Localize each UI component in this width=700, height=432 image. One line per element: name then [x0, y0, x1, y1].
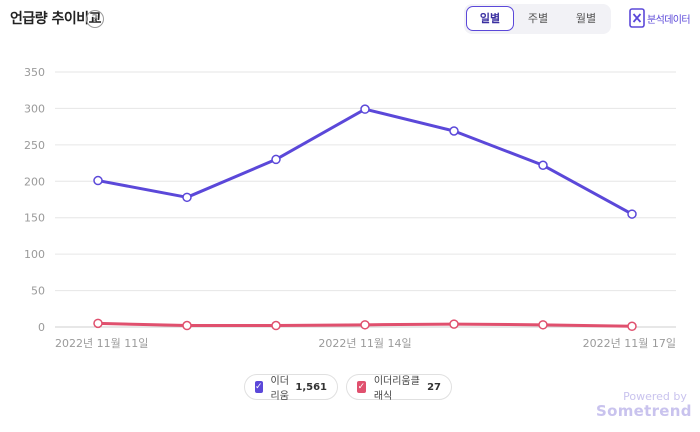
data-point: [627, 321, 637, 332]
data-point: [271, 320, 281, 331]
y-tick-label: 50: [31, 285, 45, 298]
y-tick-label: 0: [38, 321, 45, 334]
help-icon[interactable]: ?: [86, 10, 104, 28]
data-point: [449, 319, 459, 329]
export-data-label: 분석데이터: [647, 14, 691, 26]
y-tick-label: 300: [24, 102, 45, 115]
x-tick-label: 2022년 11월 11일: [55, 336, 148, 350]
export-data-button[interactable]: 분석데이터: [629, 8, 691, 28]
data-point: [182, 192, 192, 203]
data-point: [449, 126, 459, 136]
data-point: [627, 209, 637, 219]
excel-icon: [629, 8, 645, 28]
tab-monthly[interactable]: 월별: [575, 12, 597, 25]
y-tick-label: 150: [24, 212, 45, 225]
tab-weekly[interactable]: 주별: [527, 12, 549, 25]
legend-count: 1,561: [295, 381, 327, 393]
y-tick-label: 350: [24, 66, 45, 79]
powered-by-text: Powered by: [623, 390, 687, 403]
data-point: [538, 160, 548, 171]
checkbox-icon: ✓: [357, 381, 366, 393]
legend-item-ethereum-classic[interactable]: ✓ 이더리움클래식 27: [346, 374, 452, 402]
y-tick-label: 200: [24, 175, 45, 188]
brand-logo: Sometrend: [596, 402, 692, 420]
tab-daily[interactable]: 일별: [466, 6, 514, 31]
data-point: [93, 175, 103, 186]
data-point: [93, 318, 103, 329]
data-point: [360, 104, 370, 114]
data-point: [538, 320, 548, 330]
legend-item-ethereum[interactable]: ✓ 이더리움 1,561: [244, 374, 338, 402]
period-tabs: 일별 주별 월별: [464, 4, 611, 34]
checkbox-icon: ✓: [255, 381, 263, 393]
series-line: [97, 107, 633, 216]
chart-title: 언급량 추이비교: [10, 11, 102, 27]
legend-count: 27: [427, 381, 441, 393]
data-point: [182, 320, 192, 331]
x-tick-label: 2022년 11월 17일: [583, 336, 676, 350]
x-tick-label: 2022년 11월 14일: [318, 336, 411, 350]
data-point: [271, 154, 281, 165]
data-point: [360, 320, 370, 330]
legend-label: 이더리움클래식: [373, 376, 420, 402]
y-tick-label: 100: [24, 248, 45, 261]
y-tick-label: 250: [24, 139, 45, 152]
legend-label: 이더리움: [270, 376, 289, 402]
